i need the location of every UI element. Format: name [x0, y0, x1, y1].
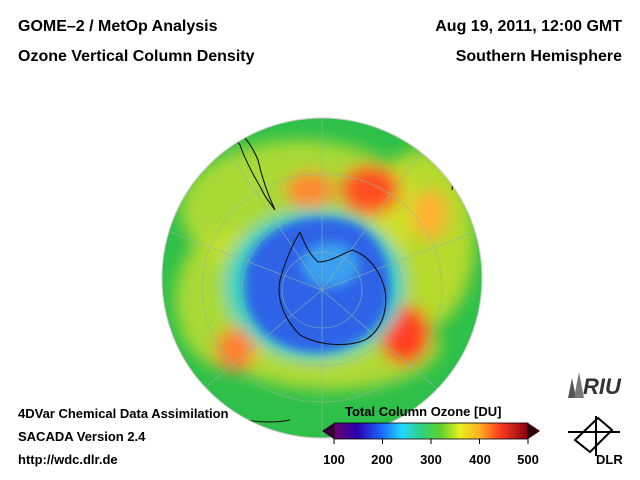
colorbar-gradient — [333, 422, 529, 440]
title-region: Southern Hemisphere — [455, 48, 622, 65]
colorbar-tick: 400 — [469, 452, 491, 467]
colorbar-low-arrow — [322, 423, 334, 439]
riu-logo — [568, 372, 584, 398]
graticule — [164, 118, 481, 438]
colorbar-title: Total Column Ozone [DU] — [345, 404, 502, 419]
colorbar-tick: 500 — [517, 452, 539, 467]
title-product: GOME–2 / MetOp Analysis — [18, 18, 218, 35]
colorbar-tick: 100 — [323, 452, 345, 467]
dlr-logo-text: DLR — [596, 452, 623, 467]
title-quantity: Ozone Vertical Column Density — [18, 48, 255, 65]
colorbar — [322, 422, 540, 444]
colorbar-tick: 200 — [371, 452, 393, 467]
ozone-field — [162, 118, 482, 438]
footer-url[interactable]: http://wdc.dlr.de — [18, 452, 118, 467]
title-datetime: Aug 19, 2011, 12:00 GMT — [435, 18, 622, 35]
footer-version: SACADA Version 2.4 — [18, 429, 146, 444]
footer-method: 4DVar Chemical Data Assimilation — [18, 406, 229, 421]
colorbar-tick: 300 — [420, 452, 442, 467]
colorbar-high-arrow — [528, 423, 540, 439]
dlr-logo — [568, 416, 620, 456]
riu-logo-text: RIU — [583, 374, 621, 399]
